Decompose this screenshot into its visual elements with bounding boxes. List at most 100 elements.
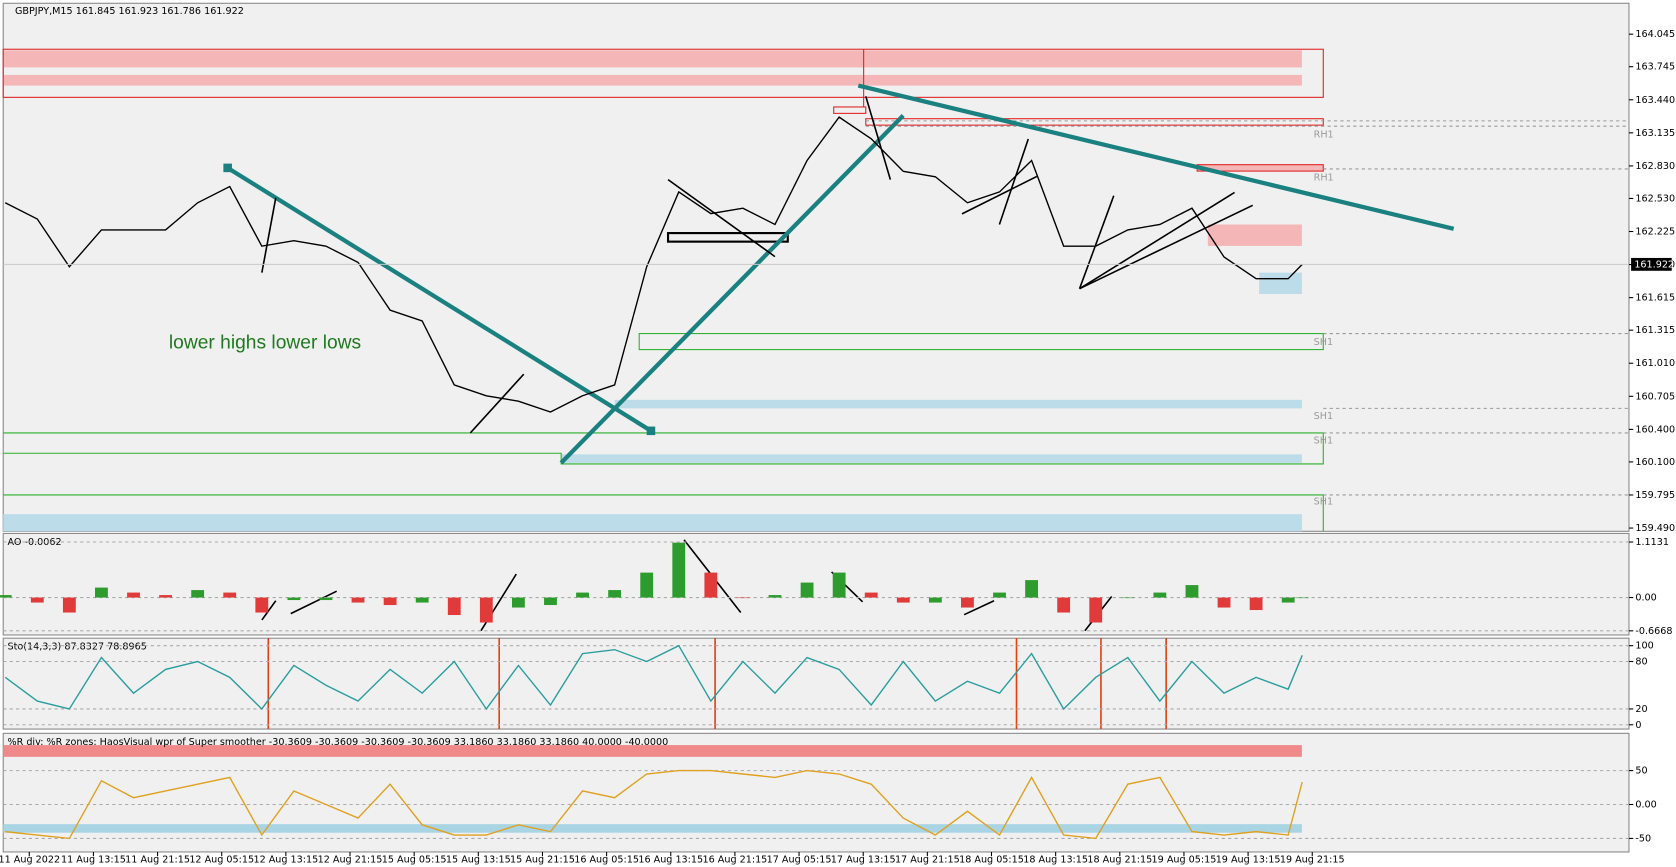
supply-box xyxy=(833,106,867,114)
ao-bar xyxy=(30,597,44,603)
range-box xyxy=(666,232,789,243)
x-tick-label: 19 Aug 05:15 xyxy=(1152,854,1217,865)
series-line xyxy=(4,644,1303,711)
demand-box xyxy=(638,333,1324,351)
ao-bar xyxy=(1249,597,1263,611)
y-tick-label: 161.315 xyxy=(1635,325,1675,336)
annotation: SH1 xyxy=(1314,337,1333,348)
ao-bar xyxy=(191,590,205,598)
y-tick-label: 159.795 xyxy=(1635,490,1675,501)
ao-bar xyxy=(383,597,397,606)
ao-bar xyxy=(1153,592,1167,598)
x-tick-label: 11 Aug 13:15 xyxy=(61,854,126,865)
ao-bar xyxy=(736,597,750,599)
y-tick-label: 162.830 xyxy=(1635,161,1675,172)
y-tick-label: 160.705 xyxy=(1635,391,1675,402)
y-tick-label: -0.6668 xyxy=(1635,626,1672,637)
ao-bar xyxy=(1185,585,1199,598)
ao-bar xyxy=(928,597,942,603)
x-tick-label: 15 Aug 05:15 xyxy=(382,854,447,865)
supply-box xyxy=(2,48,1324,98)
ao-bar xyxy=(319,597,333,601)
x-tick-label: 18 Aug 13:15 xyxy=(1023,854,1088,865)
ao-bar xyxy=(127,592,140,598)
ao-bar xyxy=(287,597,301,601)
annotation: SH1 xyxy=(1314,496,1333,507)
x-tick-label: 12 Aug 21:15 xyxy=(318,854,383,865)
x-tick-label: 11 Aug 2022 xyxy=(0,854,60,865)
x-tick-label: 12 Aug 05:15 xyxy=(189,854,254,865)
x-tick-label: 19 Aug 13:15 xyxy=(1216,854,1281,865)
ao-bar xyxy=(415,597,429,603)
x-tick-label: 15 Aug 13:15 xyxy=(446,854,511,865)
x-tick-label: 18 Aug 05:15 xyxy=(959,854,1024,865)
panel-title: AO -0.0062 xyxy=(7,537,61,548)
wpr-upper-zone xyxy=(3,745,1302,757)
ao-bar xyxy=(768,595,782,598)
trend-handle xyxy=(646,426,656,436)
x-tick-label: 17 Aug 21:15 xyxy=(895,854,960,865)
y-tick-label: 160.100 xyxy=(1635,457,1675,468)
y-tick-label: 0 xyxy=(1635,720,1641,731)
x-tick-label: 15 Aug 21:15 xyxy=(510,854,575,865)
series-line xyxy=(5,769,1303,840)
y-tick-label: 163.135 xyxy=(1635,128,1675,139)
ao-bar xyxy=(447,597,461,616)
ao-bar xyxy=(864,592,878,598)
ao-bar xyxy=(1217,597,1231,608)
ao-bar xyxy=(1057,597,1071,613)
main-panel xyxy=(2,2,1630,532)
x-tick-label: 16 Aug 13:15 xyxy=(638,854,703,865)
supply-zone xyxy=(3,74,1302,86)
supply-zone xyxy=(3,50,1302,68)
zones xyxy=(2,48,1629,532)
ao-bar xyxy=(1281,597,1295,603)
ao-bar xyxy=(961,597,974,608)
signal-lines xyxy=(267,638,1167,730)
x-tick-label: 12 Aug 13:15 xyxy=(253,854,318,865)
ao-bar xyxy=(993,592,1006,598)
ao-bar xyxy=(511,597,525,608)
ao-bar xyxy=(832,572,846,598)
x-tick-label: 17 Aug 05:15 xyxy=(767,854,832,865)
ao-panel xyxy=(2,532,1630,636)
trendlines xyxy=(226,83,1455,465)
x-tick-label: 11 Aug 21:15 xyxy=(125,854,190,865)
ao-bar xyxy=(255,597,269,613)
wpr-lower-zone xyxy=(3,824,1302,833)
x-tick-label: 17 Aug 13:15 xyxy=(831,854,896,865)
ao-bar xyxy=(640,572,654,598)
ao-bar xyxy=(704,572,718,598)
annotation: lower highs lower lows xyxy=(169,332,361,353)
annotation: RH1 xyxy=(1314,130,1334,141)
trend-handle xyxy=(223,163,232,173)
y-tick-label: -50 xyxy=(1635,833,1651,844)
demand-zone xyxy=(1259,272,1302,295)
y-tick-label: 80 xyxy=(1635,657,1647,668)
supply-zone xyxy=(1207,224,1302,246)
ao-bar xyxy=(0,595,12,598)
ao-bar xyxy=(1089,597,1103,623)
level-lines xyxy=(865,120,1629,496)
y-tick-label: 163.440 xyxy=(1635,95,1675,106)
y-tick-label: 0.00 xyxy=(1635,800,1656,811)
supply-box xyxy=(865,118,1324,126)
y-tick-label: 100 xyxy=(1635,641,1653,652)
annotation: SH1 xyxy=(1314,435,1333,446)
ao-bar xyxy=(608,590,622,598)
ao-bar xyxy=(800,582,814,598)
y-tick-label: 1.1131 xyxy=(1635,537,1669,548)
ao-bar xyxy=(544,597,557,606)
x-tick-label: 16 Aug 21:15 xyxy=(703,854,768,865)
y-tick-label: 159.490 xyxy=(1635,523,1675,534)
ao-bar xyxy=(896,597,910,603)
ao-bar xyxy=(95,587,108,598)
x-tick-label: 16 Aug 05:15 xyxy=(574,854,639,865)
series-line xyxy=(4,116,1303,413)
y-tick-label: 160.400 xyxy=(1635,424,1675,435)
ao-bar xyxy=(576,592,589,598)
chart-title: GBPJPY,M15 161.845 161.923 161.786 161.9… xyxy=(15,6,244,17)
y-tick-label: 20 xyxy=(1635,704,1647,715)
ao-bar xyxy=(1025,580,1038,598)
